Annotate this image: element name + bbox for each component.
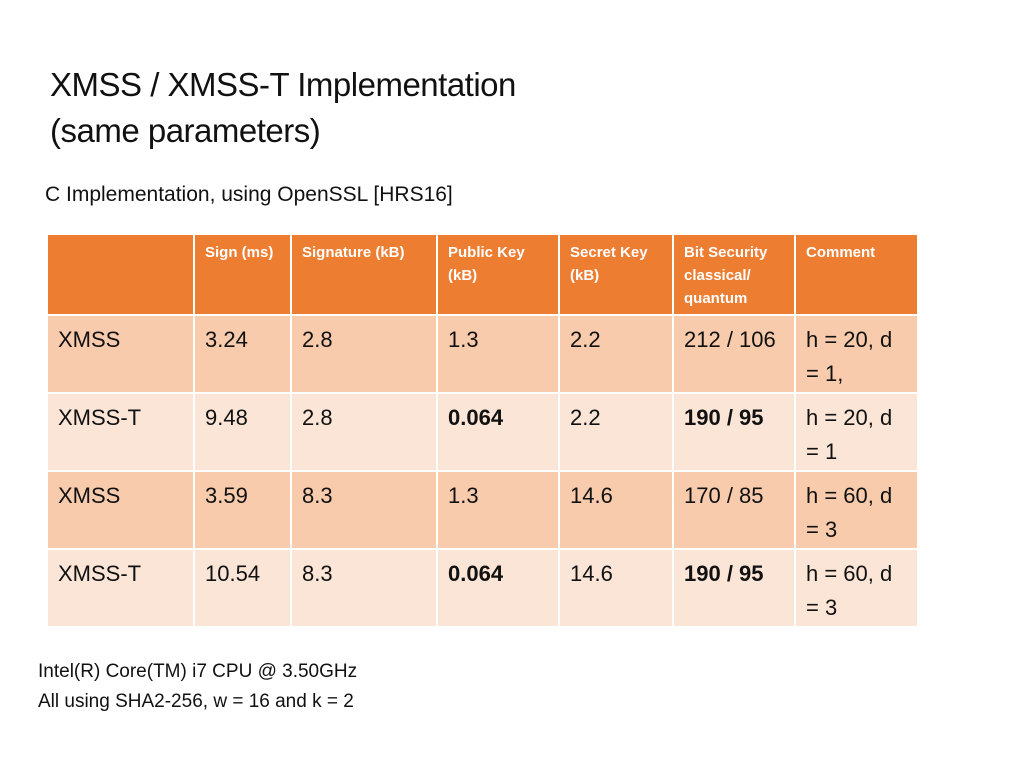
footnote-line2: All using SHA2-256, w = 16 and k = 2 bbox=[38, 691, 354, 712]
table-row: XMSS 3.59 8.3 1.3 14.6 170 / 85 h = 60, … bbox=[46, 470, 919, 550]
slide-title-line2: (same parameters) bbox=[50, 112, 321, 149]
table-cell-sign: 10.54 bbox=[193, 548, 292, 628]
slide-title-line1: XMSS / XMSS-T Implementation bbox=[50, 66, 516, 103]
table-cell-sign: 9.48 bbox=[193, 392, 292, 472]
table-cell-bit-security: 190 / 95 bbox=[672, 392, 796, 472]
table-cell-bit-security: 190 / 95 bbox=[672, 548, 796, 628]
table-cell-secret-key: 14.6 bbox=[558, 470, 674, 550]
footnote: Intel(R) Core(TM) i7 CPU @ 3.50GHz All u… bbox=[38, 657, 357, 717]
table-cell-public-key: 1.3 bbox=[436, 470, 560, 550]
table-cell-public-key: 0.064 bbox=[436, 392, 560, 472]
table-cell-comment: h = 20, d = 1, bbox=[794, 314, 919, 394]
header-cell-signature: Signature (kB) bbox=[290, 233, 438, 316]
table-cell-signature: 8.3 bbox=[290, 548, 438, 628]
table-cell-sign: 3.59 bbox=[193, 470, 292, 550]
table-header-row: Sign (ms) Signature (kB) Public Key (kB)… bbox=[46, 233, 919, 316]
table-cell-public-key: 1.3 bbox=[436, 314, 560, 394]
table-cell-comment: h = 20, d = 1 bbox=[794, 392, 919, 472]
header-cell-sign: Sign (ms) bbox=[193, 233, 292, 316]
table-cell-scheme: XMSS bbox=[46, 314, 195, 394]
header-cell-bit-security: Bit Security classical/ quantum bbox=[672, 233, 796, 316]
table-cell-scheme: XMSS-T bbox=[46, 548, 195, 628]
slide-subtitle: C Implementation, using OpenSSL [HRS16] bbox=[45, 183, 453, 206]
header-cell-empty bbox=[46, 233, 195, 316]
table-cell-bit-security: 212 / 106 bbox=[672, 314, 796, 394]
table-cell-comment: h = 60, d = 3 bbox=[794, 470, 919, 550]
table-cell-public-key: 0.064 bbox=[436, 548, 560, 628]
table-cell-comment: h = 60, d = 3 bbox=[794, 548, 919, 628]
header-cell-comment: Comment bbox=[794, 233, 919, 316]
header-cell-public-key: Public Key (kB) bbox=[436, 233, 560, 316]
table-row: XMSS-T 9.48 2.8 0.064 2.2 190 / 95 h = 2… bbox=[46, 392, 919, 472]
table-row: XMSS-T 10.54 8.3 0.064 14.6 190 / 95 h =… bbox=[46, 548, 919, 628]
table-cell-signature: 8.3 bbox=[290, 470, 438, 550]
table-cell-secret-key: 2.2 bbox=[558, 314, 674, 394]
header-cell-secret-key: Secret Key (kB) bbox=[558, 233, 674, 316]
footnote-line1: Intel(R) Core(TM) i7 CPU @ 3.50GHz bbox=[38, 661, 358, 682]
table-cell-signature: 2.8 bbox=[290, 392, 438, 472]
results-table: Sign (ms) Signature (kB) Public Key (kB)… bbox=[46, 233, 919, 628]
table-cell-signature: 2.8 bbox=[290, 314, 438, 394]
table-cell-sign: 3.24 bbox=[193, 314, 292, 394]
table-cell-bit-security: 170 / 85 bbox=[672, 470, 796, 550]
table-cell-secret-key: 14.6 bbox=[558, 548, 674, 628]
table-cell-scheme: XMSS-T bbox=[46, 392, 195, 472]
table-cell-scheme: XMSS bbox=[46, 470, 195, 550]
table-row: XMSS 3.24 2.8 1.3 2.2 212 / 106 h = 20, … bbox=[46, 314, 919, 394]
slide-title: XMSS / XMSS-T Implementation (same param… bbox=[50, 62, 516, 154]
table-cell-secret-key: 2.2 bbox=[558, 392, 674, 472]
